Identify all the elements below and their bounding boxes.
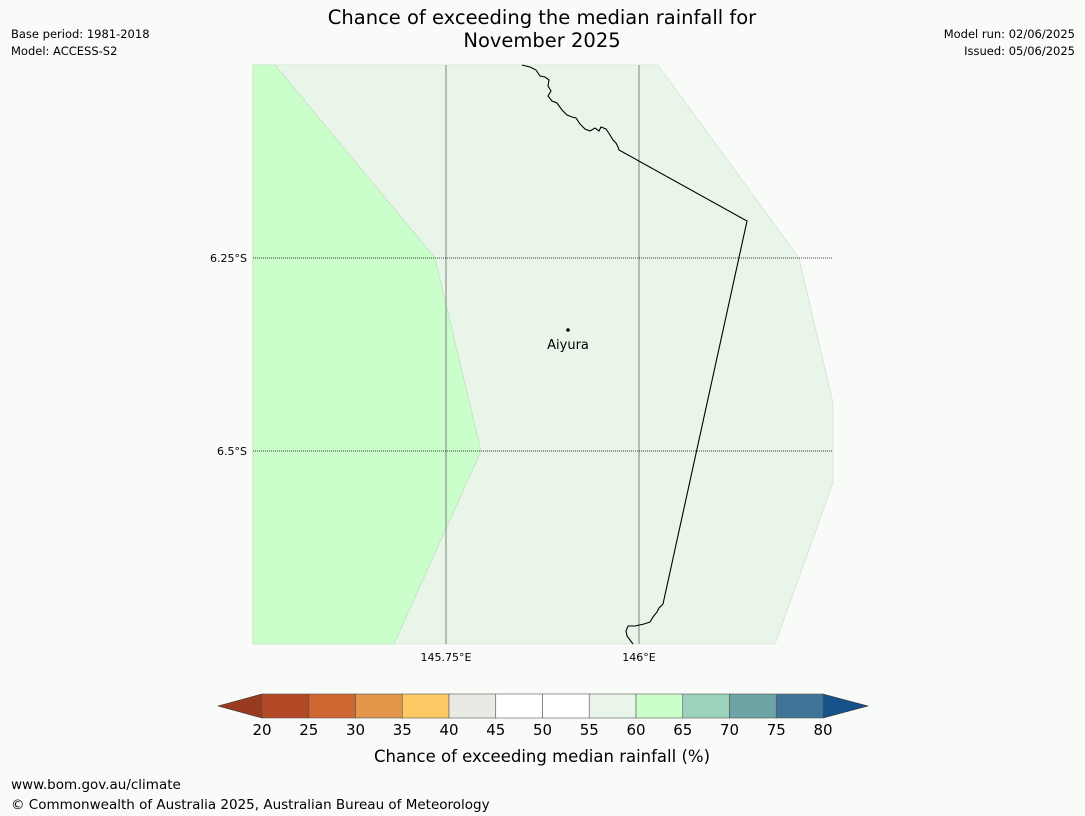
- colorbar-label: Chance of exceeding median rainfall (%): [374, 747, 710, 766]
- lon-label-145-75: 145.75°E: [421, 651, 472, 664]
- colorbar-tick-35: 35: [393, 721, 412, 739]
- colorbar-tick-55: 55: [580, 721, 599, 739]
- colorbar-tick-25: 25: [299, 721, 318, 739]
- colorbar-box-25-30: [308, 693, 356, 719]
- colorbar-box-70-75: [729, 693, 777, 719]
- footer: www.bom.gov.au/climate © Commonwealth of…: [11, 775, 490, 815]
- map-area: Aiyura 6.25°S 6.5°S 145.75°E 146°E: [210, 64, 834, 664]
- base-period-text: Base period: 1981-2018: [11, 27, 150, 41]
- colorbar-over-arrow: [822, 693, 870, 719]
- colorbar-tick-65: 65: [673, 721, 692, 739]
- colorbar-box-40-45: [448, 693, 497, 719]
- colorbar-tick-60: 60: [626, 721, 645, 739]
- colorbar-box-35-40: [401, 693, 450, 719]
- lat-label-6-25: 6.25°S: [210, 252, 247, 265]
- footer-copyright: © Commonwealth of Australia 2025, Austra…: [11, 797, 490, 813]
- model-run-text: Model run: 02/06/2025: [943, 27, 1075, 41]
- colorbar-under-arrow: [216, 693, 263, 719]
- map-title: Chance of exceeding the median rainfall …: [242, 6, 842, 52]
- title-line-1: Chance of exceeding the median rainfall …: [327, 6, 757, 29]
- colorbar-ticks: 20 25 30 35 40 45 50 55 60 65 70 75 80: [252, 721, 832, 739]
- issued-text: Issued: 05/06/2025: [964, 44, 1075, 58]
- colorbar-tick-45: 45: [486, 721, 505, 739]
- colorbar-box-20-25: [261, 693, 310, 719]
- colorbar-box-50-55: [542, 693, 590, 719]
- province-boundary: [521, 64, 748, 645]
- colorbar-boxes: [261, 693, 824, 719]
- colorbar-tick-70: 70: [720, 721, 739, 739]
- meta-left: Base period: 1981-2018 Model: ACCESS-S2: [11, 26, 150, 60]
- colorbar-box-75-80: [775, 693, 824, 719]
- colorbar-box-55-60: [588, 693, 637, 719]
- colorbar-tick-80: 80: [813, 721, 832, 739]
- lat-label-6-5: 6.5°S: [217, 445, 247, 458]
- colorbar-box-60-65: [635, 693, 684, 719]
- aiyura-label: Aiyura: [547, 338, 589, 353]
- aiyura-marker: [566, 328, 570, 332]
- colorbar-tick-40: 40: [439, 721, 458, 739]
- model-text: Model: ACCESS-S2: [11, 44, 118, 58]
- meta-right: Model run: 02/06/2025 Issued: 05/06/2025: [944, 26, 1075, 60]
- colorbar-box-45-50: [495, 693, 543, 719]
- colorbar-tick-75: 75: [767, 721, 786, 739]
- lon-label-146: 146°E: [622, 651, 655, 664]
- colorbar-tick-30: 30: [346, 721, 365, 739]
- colorbar: 20 25 30 35 40 45 50 55 60 65 70 75 80 Chance of exc…: [216, 693, 870, 766]
- title-line-2: November 2025: [463, 29, 621, 52]
- colorbar-box-65-70: [682, 693, 730, 719]
- footer-url: www.bom.gov.au/climate: [11, 777, 181, 793]
- colorbar-box-30-35: [355, 693, 403, 719]
- colorbar-tick-20: 20: [252, 721, 271, 739]
- colorbar-tick-50: 50: [533, 721, 552, 739]
